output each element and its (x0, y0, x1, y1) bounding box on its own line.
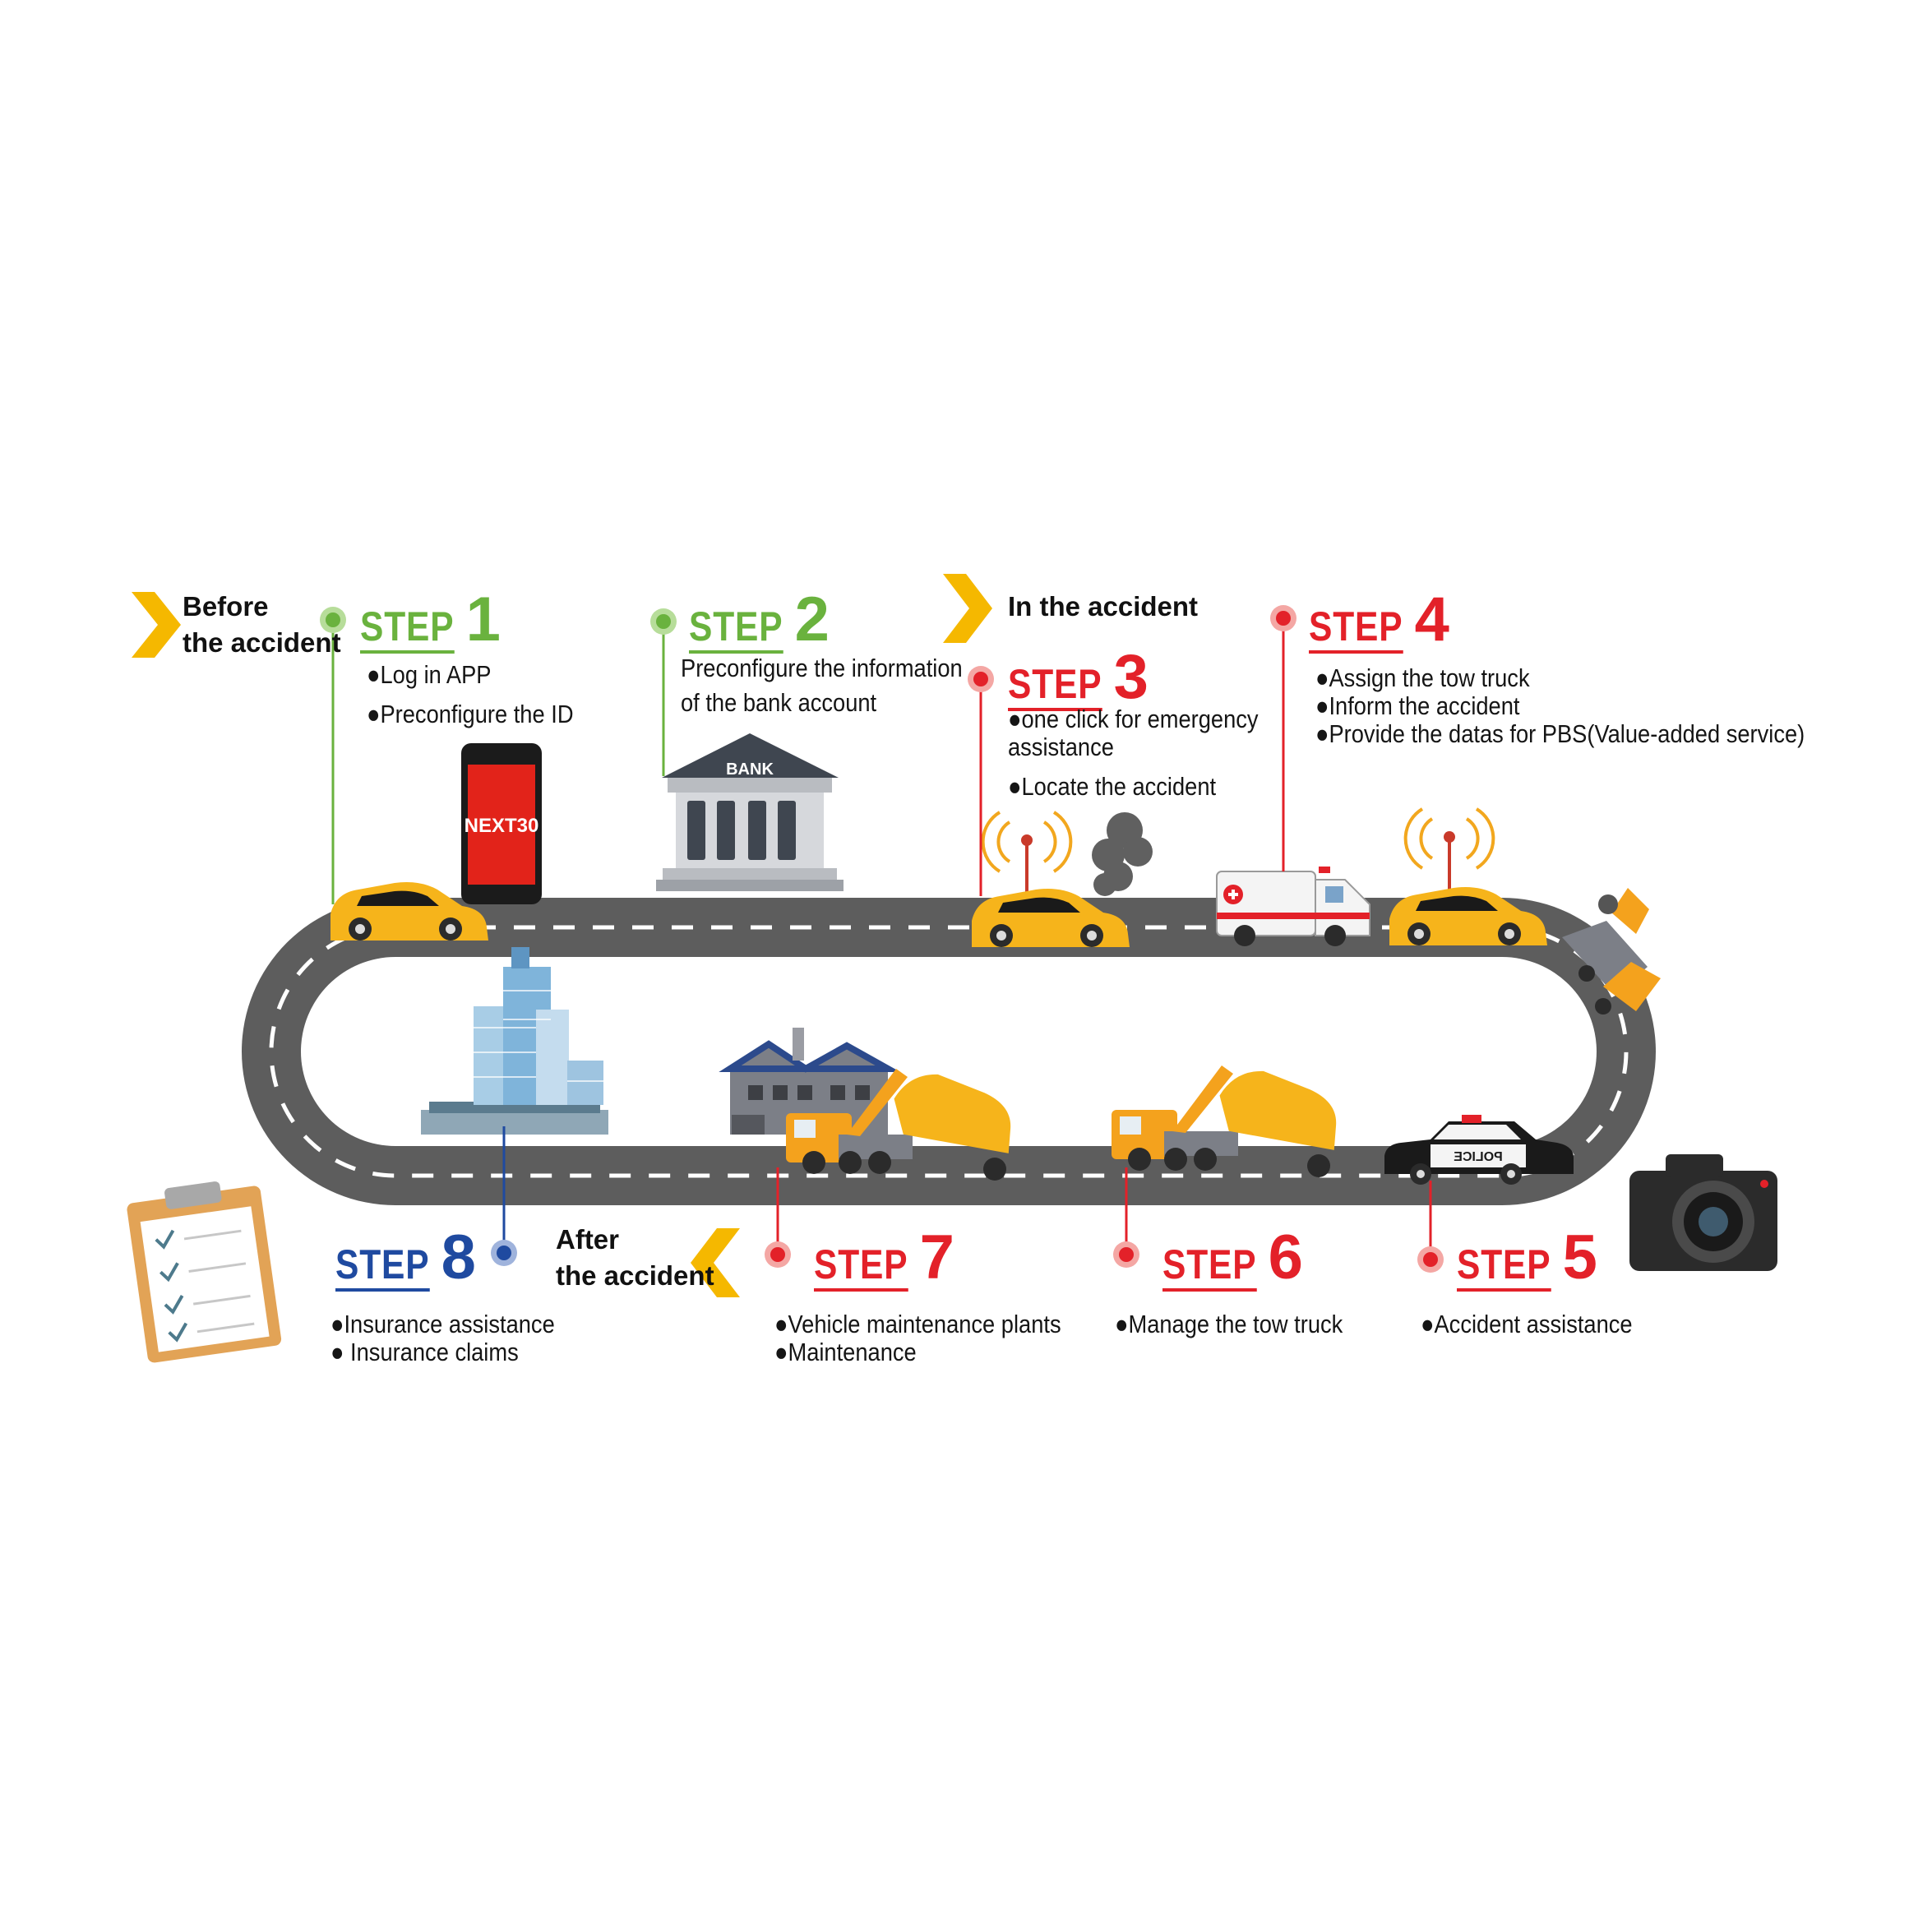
step-8-line: ●Insurance assistance (330, 1310, 555, 1338)
connector-step3 (968, 666, 994, 896)
step-1-word: STEP (360, 606, 455, 654)
tow-truck-icon (786, 1069, 1011, 1181)
step-8-word: STEP (335, 1244, 430, 1292)
signal-icon (1403, 807, 1495, 893)
step-7-line: ●Maintenance (774, 1338, 917, 1366)
step-8-description: ●Insurance assistance ● Insurance claims (330, 1310, 555, 1366)
step-2-number: 2 (794, 585, 830, 654)
phase-after-line1: After (556, 1224, 620, 1255)
step-5-line: ●Accident assistance (1421, 1310, 1633, 1338)
step-6-description: ●Manage the tow truck (1115, 1310, 1343, 1338)
step-2-heading: STEP 2 (689, 589, 830, 654)
step-4-line: ●Inform the accident (1315, 691, 1520, 720)
step-4-number: 4 (1414, 585, 1449, 654)
step-5-word: STEP (1457, 1244, 1551, 1292)
step-8-number: 8 (441, 1223, 476, 1292)
step-3-number: 3 (1113, 642, 1149, 712)
phase-during-line1: In the accident (1008, 591, 1199, 622)
step-3-line: ●Locate the accident (1008, 772, 1217, 801)
step-6-heading: STEP 6 (1162, 1227, 1303, 1292)
step-6-number: 6 (1268, 1223, 1303, 1292)
step-3-line: ●one click for emergency (1008, 705, 1259, 733)
step-3-description: ●one click for emergency assistance ●Loc… (1008, 705, 1259, 801)
connector-step8 (491, 1126, 517, 1266)
office-building-icon (421, 947, 608, 1135)
phone-screen-text: NEXT30 (465, 815, 539, 837)
step-3-word: STEP (1008, 663, 1102, 711)
step-4-description: ●Assign the tow truck ●Inform the accide… (1315, 664, 1805, 748)
step-4-heading: STEP 4 (1309, 589, 1449, 654)
step-6-line: ●Manage the tow truck (1115, 1310, 1343, 1338)
camera-icon (1629, 1154, 1777, 1271)
tow-truck-icon (1112, 1065, 1337, 1177)
car-3 (972, 889, 1130, 947)
car-4 (1389, 887, 1547, 945)
step-3-line: assistance (1008, 733, 1114, 761)
car-1 (330, 882, 488, 941)
signal-icon (981, 811, 1073, 896)
step-2-line: of the bank account (681, 688, 877, 717)
step-4-line: ●Assign the tow truck (1315, 663, 1530, 692)
tow-truck-icon (1562, 888, 1661, 1015)
step-4-line: ●Provide the datas for PBS(Value-added s… (1315, 719, 1805, 748)
connector-step1 (320, 607, 346, 904)
step-8-heading: STEP 8 (335, 1227, 476, 1292)
police-car-text: POLICE (1454, 1150, 1503, 1164)
phase-arrow-after (691, 1228, 740, 1297)
phase-after-line2: the accident (556, 1260, 714, 1291)
step-5-number: 5 (1562, 1223, 1597, 1292)
clipboard-icon (127, 1181, 282, 1363)
phase-before-line1: Before (183, 591, 269, 622)
step-7-word: STEP (814, 1244, 908, 1292)
phase-label-during: In the accident (1008, 589, 1198, 625)
step-1-description: ●Log in APP ●Preconfigure the ID (367, 661, 574, 728)
step-3-heading: STEP 3 (1008, 646, 1149, 711)
phase-label-before: Before the accident (183, 589, 341, 661)
phase-arrow-before (132, 592, 181, 658)
step-7-number: 7 (919, 1223, 954, 1292)
step-2-description: Preconfigure the information of the bank… (681, 654, 963, 717)
phone-icon: NEXT30 (461, 743, 542, 904)
connector-step6 (1113, 1167, 1139, 1268)
step-6-word: STEP (1162, 1244, 1257, 1292)
phase-before-line2: the accident (183, 627, 341, 658)
step-5-heading: STEP 5 (1457, 1227, 1597, 1292)
step-5-description: ●Accident assistance (1421, 1310, 1633, 1338)
phase-label-after: After the accident (556, 1222, 714, 1294)
step-7-heading: STEP 7 (814, 1227, 954, 1292)
step-4-word: STEP (1309, 606, 1403, 654)
step-2-line: Preconfigure the information (681, 654, 963, 682)
factory-icon (719, 1028, 901, 1135)
step-1-line: ●Log in APP (367, 660, 492, 689)
connector-step2 (650, 608, 677, 776)
step-1-line: ●Preconfigure the ID (367, 700, 574, 728)
step-2-word: STEP (689, 606, 783, 654)
phase-arrow-during (943, 574, 992, 643)
step-7-description: ●Vehicle maintenance plants ●Maintenance (774, 1310, 1061, 1366)
step-8-line: ● Insurance claims (330, 1338, 519, 1366)
step-1-number: 1 (465, 585, 501, 654)
bank-icon: BANK (656, 733, 844, 891)
step-1-heading: STEP 1 (360, 589, 501, 654)
ambulance-icon (1216, 867, 1370, 946)
step-7-line: ●Vehicle maintenance plants (774, 1310, 1061, 1338)
bank-sign: BANK (726, 760, 774, 779)
smoke-icon (1092, 812, 1153, 896)
connector-step7 (765, 1167, 791, 1268)
connector-step5 (1417, 1181, 1444, 1273)
police-car-icon: POLICE (1384, 1115, 1574, 1185)
connector-step4 (1270, 605, 1296, 871)
